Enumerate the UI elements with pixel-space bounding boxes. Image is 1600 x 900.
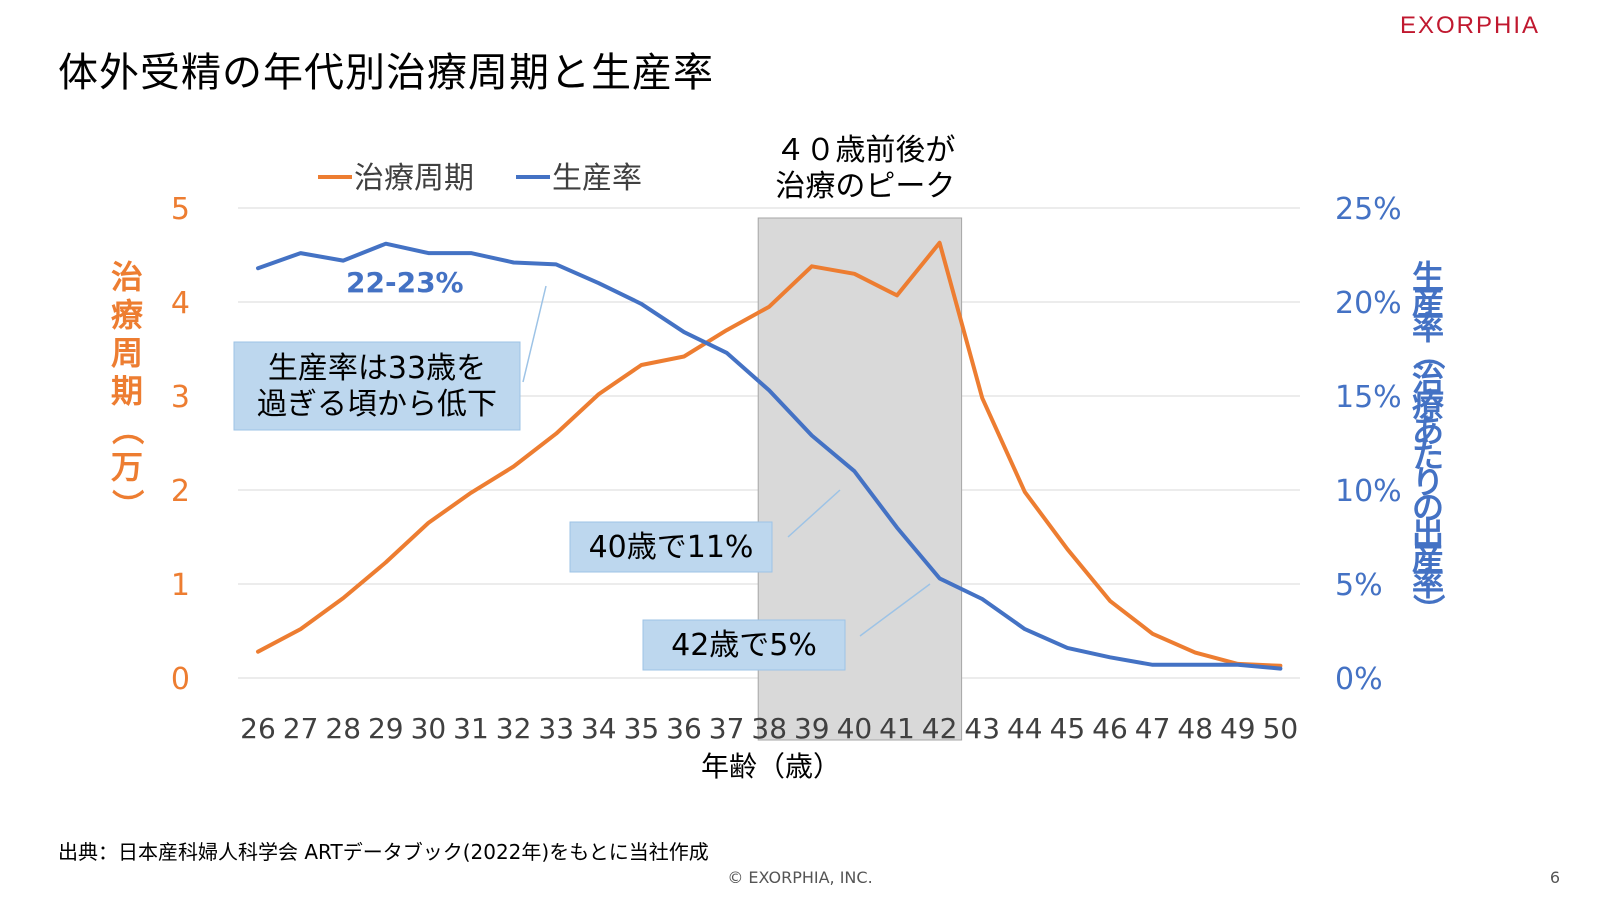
series-line-birth-rate	[256, 241, 1283, 671]
age40-callout-box	[569, 521, 773, 573]
right-tick-label: 25%	[1335, 192, 1402, 227]
left-tick-label: 0	[171, 662, 190, 697]
x-tick-label: 46	[1092, 712, 1128, 745]
x-tick-label: 34	[581, 712, 617, 745]
exorphia-logo: EXORPHIA	[1399, 12, 1540, 39]
legend: 治療周期 生産率	[318, 161, 642, 196]
page-number: 6	[1549, 868, 1560, 887]
axis-title-char: 期	[111, 372, 143, 410]
decline-callout-box	[233, 341, 521, 431]
left-tick-label: 1	[171, 568, 190, 603]
axis-title-char: あ	[1412, 412, 1444, 450]
axis-title-char: た	[1412, 437, 1444, 475]
age40-leader	[787, 489, 841, 538]
series-line-cycles	[256, 240, 1283, 668]
right-tick-label: 10%	[1335, 474, 1402, 509]
peak-label-line1: ４０歳前後が	[775, 133, 955, 168]
x-axis-title: 年齢（歳）	[701, 750, 841, 783]
x-tick-label: 26	[240, 712, 276, 745]
decline-leader	[522, 285, 547, 383]
decline-callout-line1: 生産率は33歳を	[268, 351, 486, 386]
axis-title-char: 治	[1412, 360, 1444, 398]
x-tick-label: 39	[794, 712, 830, 745]
page-title: 体外受精の年代別治療周期と生産率	[58, 50, 714, 96]
axis-title-char: り	[1412, 463, 1444, 501]
axis-title-char: の	[1412, 488, 1444, 526]
x-tick-label: 31	[453, 712, 489, 745]
axis-title-char: ）	[108, 489, 146, 521]
x-tick-label: 49	[1220, 712, 1256, 745]
axis-title-char: 治	[111, 258, 143, 296]
x-tick-label: 38	[751, 712, 787, 745]
left-tick-label: 5	[171, 192, 190, 227]
age42-leader	[859, 583, 931, 637]
axis-title-char: 生	[1412, 258, 1444, 296]
x-tick-label: 32	[496, 712, 532, 745]
x-tick-label: 50	[1263, 712, 1299, 745]
callout-leaders	[522, 285, 931, 637]
axis-title-char: （	[1409, 338, 1447, 370]
legend-label-birth-rate: 生産率	[552, 161, 642, 196]
x-tick-label: 36	[666, 712, 702, 745]
axis-title-char: 療	[111, 296, 144, 334]
x-tick-label: 27	[283, 712, 319, 745]
right-tick-label: 0%	[1335, 662, 1383, 697]
copyright: © EXORPHIA, INC.	[727, 868, 873, 887]
left-tick-label: 4	[171, 286, 190, 321]
left-axis-title: 治療周期（万）	[108, 258, 146, 521]
axis-title-char: 出	[1412, 514, 1444, 552]
axis-title-char: 療	[1412, 386, 1445, 424]
x-tick-label: 33	[538, 712, 574, 745]
x-tick-label: 37	[709, 712, 745, 745]
x-tick-label: 29	[368, 712, 404, 745]
legend-label-cycles: 治療周期	[354, 161, 474, 196]
right-tick-label: 20%	[1335, 286, 1402, 321]
axis-title-char: 率	[1412, 565, 1444, 603]
axis-title-char: ）	[1409, 594, 1447, 626]
axis-title-char: 率	[1412, 309, 1444, 347]
axis-title-char: 万	[111, 448, 143, 486]
age40-callout-text: 40歳で11%	[589, 530, 754, 565]
x-tick-label: 45	[1050, 712, 1086, 745]
x-tick-label: 48	[1177, 712, 1213, 745]
right-tick-label: 15%	[1335, 380, 1402, 415]
x-tick-label: 28	[325, 712, 361, 745]
x-tick-label: 30	[411, 712, 447, 745]
x-tick-label: 42	[922, 712, 958, 745]
age42-callout-text: 42歳で5%	[671, 628, 817, 663]
axis-title-char: 産	[1412, 540, 1444, 578]
peak-label-line2: 治療のピーク	[775, 169, 955, 204]
plateau-annotation: 22-23%	[346, 266, 464, 299]
left-tick-label: 2	[171, 474, 190, 509]
x-axis-ticks: 26 27 28 29 30 31 32 33 34 35 36 37 38 39 40 41 42 43 44 45…	[240, 712, 1298, 745]
source-note: 出典：日本産科婦人科学会 ARTデータブック(2022年)をもとに当社作成	[58, 840, 709, 864]
axis-title-char: 産	[1412, 284, 1444, 322]
right-axis-ticks: 0% 5% 10% 15% 20% 25%	[1335, 192, 1402, 697]
axis-title-char: 周	[111, 334, 143, 372]
left-tick-label: 3	[171, 380, 190, 415]
left-axis-ticks: 0 1 2 3 4 5	[171, 192, 190, 697]
x-tick-label: 40	[837, 712, 873, 745]
right-tick-label: 5%	[1335, 568, 1383, 603]
axis-title-char: （	[108, 413, 146, 445]
age42-callout-box	[642, 619, 846, 671]
x-tick-label: 47	[1135, 712, 1171, 745]
series	[256, 240, 1283, 671]
decline-callout-line2: 過ぎる頃から低下	[257, 387, 497, 422]
x-tick-label: 43	[964, 712, 1000, 745]
x-tick-label: 44	[1007, 712, 1043, 745]
x-tick-label: 41	[879, 712, 915, 745]
x-tick-label: 35	[624, 712, 660, 745]
